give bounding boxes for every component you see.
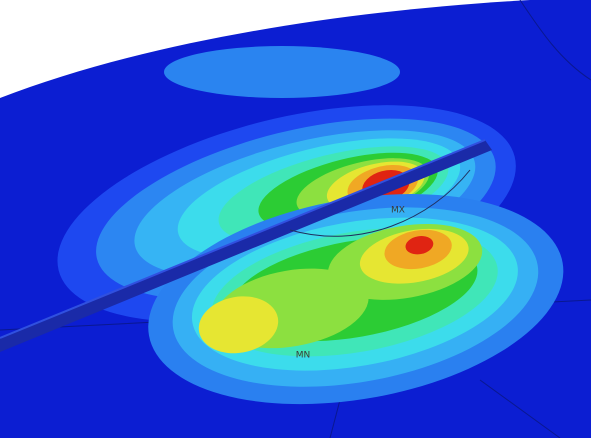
min-label: MN	[296, 351, 311, 361]
contour-plot: MX MN	[0, 0, 591, 438]
contour-band	[164, 46, 400, 98]
page: MX MN (() => { const data = JSON.parse(d…	[0, 0, 591, 438]
max-label: MX	[391, 206, 405, 216]
